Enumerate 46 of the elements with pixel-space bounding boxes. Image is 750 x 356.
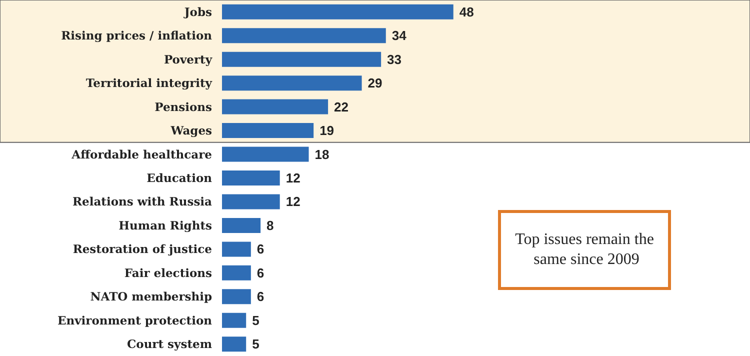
y-tick-label: Education (146, 171, 213, 185)
y-tick-label: Affordable healthcare (70, 147, 212, 162)
bar (222, 265, 251, 280)
data-label: 34 (392, 28, 408, 44)
bar (222, 4, 454, 20)
data-label: 22 (334, 99, 349, 114)
data-label: 6 (256, 289, 264, 304)
text: Top issues remain the same since 2009 (515, 231, 654, 268)
bar (222, 218, 261, 233)
data-label: 6 (256, 265, 264, 280)
data-label: 5 (252, 312, 260, 328)
y-tick-label: Court system (127, 337, 212, 352)
y-tick-label: Rising prices / inflation (61, 28, 213, 43)
y-tick-label: Human Rights (118, 218, 212, 232)
y-tick-label: Wages (170, 124, 212, 138)
data-label: 18 (314, 146, 330, 162)
data-label: 6 (256, 242, 264, 257)
bar (222, 123, 314, 138)
bar (222, 289, 251, 304)
y-tick-label: Fair elections (124, 266, 212, 280)
y-tick-label: Relations with Russia (72, 194, 213, 209)
bar (222, 76, 362, 91)
bar (222, 99, 328, 114)
y-tick-label: Poverty (164, 52, 212, 66)
data-label: 8 (266, 218, 274, 233)
bar (222, 170, 280, 186)
y-tick-label: Jobs (183, 4, 212, 19)
bar (222, 52, 382, 67)
data-label: 12 (286, 194, 300, 210)
data-label: 12 (286, 170, 300, 186)
y-tick-label: Territorial integrity (86, 76, 212, 90)
data-label: 33 (387, 52, 402, 67)
data-label: 19 (320, 123, 334, 138)
bar (222, 194, 280, 210)
bar (222, 336, 246, 352)
bar (222, 28, 386, 44)
bar (222, 242, 251, 257)
data-label: 5 (252, 336, 260, 352)
y-tick-label: Pensions (154, 100, 212, 114)
data-label: 48 (459, 4, 474, 20)
data-label: 29 (368, 76, 382, 91)
y-tick-label: Restoration of justice (72, 242, 212, 256)
bar (222, 312, 246, 328)
bar (222, 146, 309, 162)
y-tick-label: NATO membership (90, 290, 212, 304)
y-tick-label: Environment protection (57, 313, 213, 328)
